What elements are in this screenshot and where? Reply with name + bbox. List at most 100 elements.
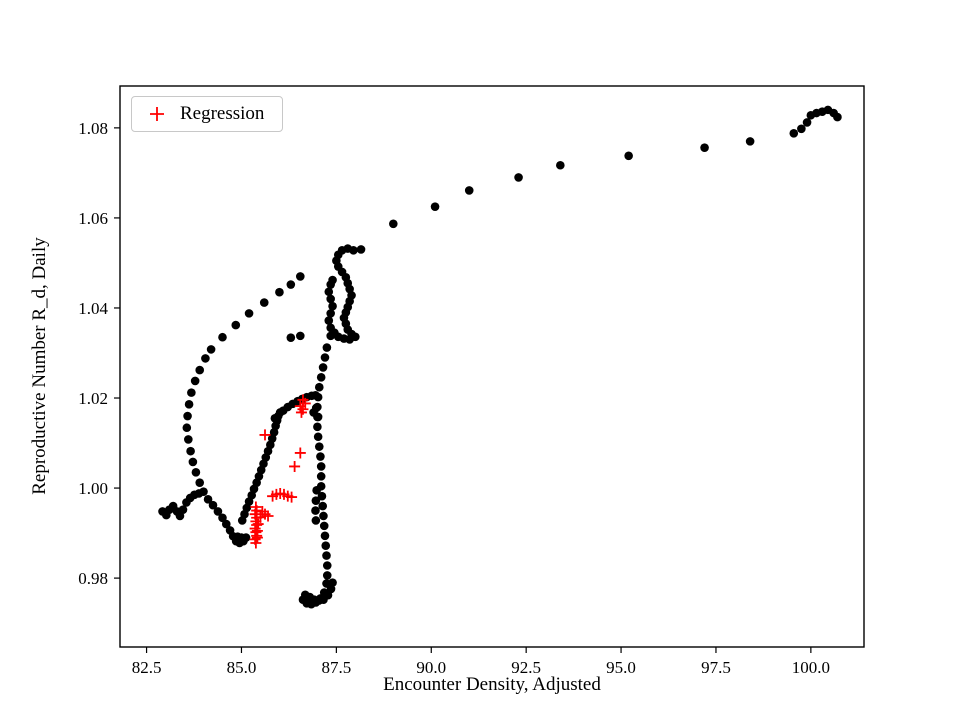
- data-point: [328, 301, 337, 311]
- data-point: [789, 128, 799, 138]
- data-point: [328, 578, 337, 587]
- x-tick-label: 97.5: [701, 658, 731, 677]
- regression-plus-icon: [150, 107, 164, 121]
- data-point: [195, 478, 205, 487]
- x-tick-label: 95.0: [606, 658, 636, 677]
- data-point: [275, 287, 284, 297]
- legend: Regression: [131, 96, 284, 132]
- data-point: [296, 331, 305, 341]
- data-point: [328, 275, 337, 285]
- data-point: [318, 363, 328, 372]
- data-point: [195, 365, 205, 375]
- data-point: [389, 219, 398, 229]
- data-point: [324, 316, 334, 325]
- data-point: [320, 353, 330, 362]
- data-point: [318, 501, 328, 511]
- data-point: [797, 124, 806, 134]
- data-point: [190, 376, 200, 386]
- legend-label: Regression: [180, 103, 265, 124]
- data-point: [322, 561, 332, 570]
- data-point: [178, 505, 188, 514]
- x-axis-label: Encounter Density, Adjusted: [383, 674, 601, 695]
- regression-point: [299, 397, 311, 409]
- x-tick-label: 87.5: [321, 658, 351, 677]
- data-point: [464, 186, 474, 195]
- y-tick-label: 1.06: [78, 209, 108, 228]
- data-point: [201, 354, 210, 363]
- regression-point: [250, 537, 262, 549]
- y-tick-label: 1.04: [78, 299, 108, 318]
- data-point: [203, 495, 213, 504]
- data-point: [313, 432, 323, 442]
- x-tick-label: 90.0: [416, 658, 446, 677]
- data-point: [286, 333, 296, 342]
- data-point: [206, 345, 216, 354]
- data-point: [313, 392, 323, 402]
- y-axis-label: Reproductive Number R_d, Daily: [29, 237, 50, 495]
- data-point: [231, 320, 241, 330]
- regression-point: [259, 429, 271, 441]
- data-point: [184, 400, 194, 409]
- regression-point: [289, 460, 301, 472]
- data-point: [312, 486, 321, 495]
- y-tick-label: 1.02: [78, 389, 108, 408]
- data-point: [745, 137, 755, 146]
- data-point: [187, 388, 196, 397]
- data-point: [314, 442, 324, 451]
- data-point: [326, 323, 335, 333]
- data-point: [233, 532, 242, 541]
- y-tick-label: 0.98: [78, 569, 108, 588]
- data-point: [270, 413, 280, 423]
- data-point: [316, 373, 326, 382]
- x-tick-label: 85.0: [227, 658, 257, 677]
- data-point: [313, 402, 322, 412]
- data-point: [316, 462, 326, 471]
- regression-point: [251, 532, 263, 544]
- data-point: [221, 519, 231, 529]
- data-point: [296, 272, 305, 281]
- data-point: [700, 143, 709, 152]
- data-point: [191, 468, 201, 477]
- regression-point: [252, 518, 264, 530]
- regression-point: [256, 505, 268, 517]
- data-point: [833, 112, 842, 122]
- data-point: [259, 298, 269, 307]
- data-point: [244, 309, 254, 318]
- data-point: [286, 280, 296, 289]
- data-point: [322, 551, 331, 560]
- y-tick-label: 1.08: [78, 119, 108, 138]
- data-point: [218, 332, 227, 342]
- x-tick-label: 100.0: [792, 658, 830, 677]
- regression-point: [262, 510, 274, 522]
- data-point: [317, 491, 327, 501]
- data-point: [313, 422, 322, 432]
- data-point: [326, 331, 335, 341]
- data-point: [319, 521, 329, 531]
- data-point: [802, 118, 812, 127]
- data-point: [356, 245, 366, 254]
- data-point: [311, 496, 321, 505]
- data-point: [322, 343, 332, 352]
- data-point: [322, 571, 332, 580]
- data-point: [188, 457, 198, 467]
- data-point: [182, 423, 192, 433]
- data-point: [514, 173, 523, 182]
- data-point: [326, 309, 335, 318]
- data-point: [213, 507, 223, 516]
- data-point: [314, 382, 324, 392]
- x-tick-label: 92.5: [511, 658, 541, 677]
- data-point: [311, 506, 320, 515]
- data-point: [321, 541, 331, 550]
- data-point: [218, 513, 227, 523]
- data-point: [320, 531, 330, 541]
- data-point: [313, 412, 322, 422]
- x-tick-label: 82.5: [132, 658, 162, 677]
- regression-point: [286, 491, 298, 503]
- regression-point: [295, 406, 307, 418]
- regression-point: [294, 447, 306, 459]
- data-point: [208, 500, 218, 510]
- data-point: [319, 511, 328, 521]
- data-point: [311, 516, 321, 525]
